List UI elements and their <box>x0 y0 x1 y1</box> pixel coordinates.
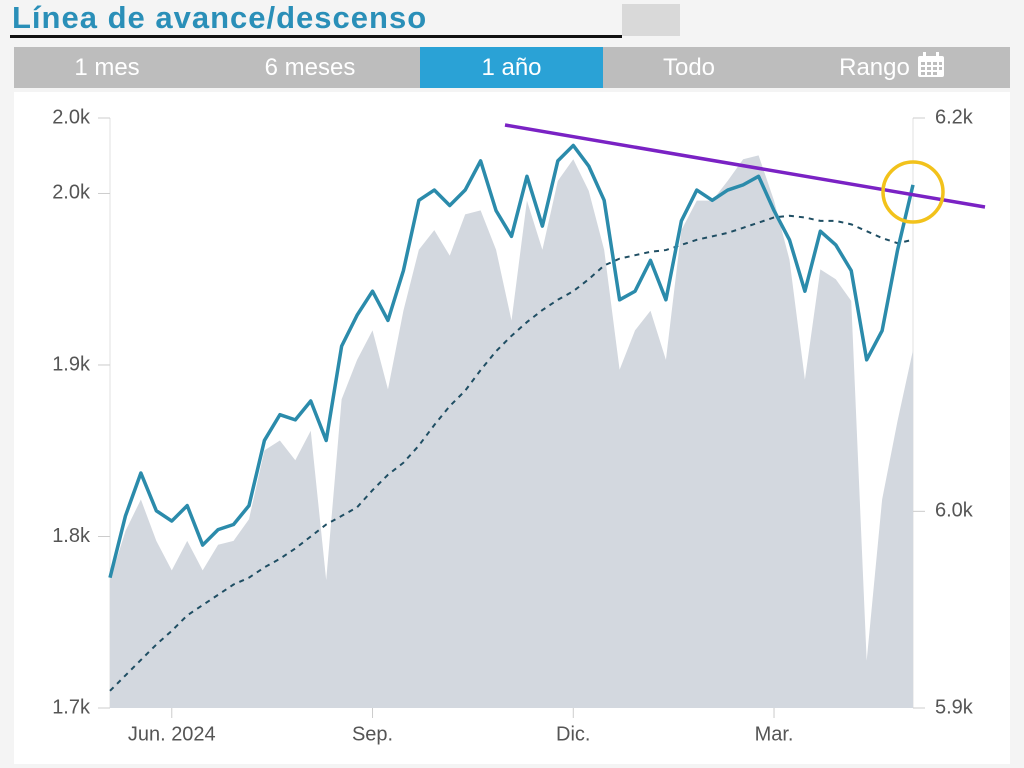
range-tab[interactable]: 1 mes <box>14 47 200 88</box>
x-tick-label: Sep. <box>352 723 393 745</box>
range-tabs: 1 mes 6 meses 1 año Todo Rango <box>14 47 1010 88</box>
range-tab[interactable]: Todo <box>603 47 775 88</box>
y-tick-label: 1.8k <box>52 525 91 547</box>
line-series <box>108 143 915 579</box>
tab-label: 6 meses <box>264 54 356 81</box>
x-tick-label: Mar. <box>755 723 794 745</box>
calendar-icon <box>917 52 944 77</box>
range-tab[interactable]: 1 año <box>420 47 603 88</box>
tab-label: 1 mes <box>74 54 140 81</box>
y-tick-label: 1.9k <box>52 353 91 375</box>
area-series <box>110 155 913 708</box>
range-tab[interactable]: Rango <box>775 47 1010 88</box>
x-tick-label: Jun. 2024 <box>128 723 216 745</box>
page-title: Línea de avance/descenso <box>12 0 428 35</box>
tab-label: Todo <box>662 54 716 81</box>
tab-label: 1 año <box>481 54 542 81</box>
plot: 1.7k 1.8k 1.9k 2.0k 2.0k 5.9k 6.0k 6.2k Jun. 202… <box>52 106 974 745</box>
chart: 1.7k 1.8k 1.9k 2.0k 2.0k 5.9k 6.0k 6.2k Jun. 202… <box>14 92 1010 764</box>
highlight-circle <box>881 160 945 224</box>
x-tick-label: Dic. <box>556 723 590 745</box>
y2-tick-label: 6.2k <box>935 106 974 128</box>
range-tab[interactable]: 6 meses <box>200 47 420 88</box>
y-tick-label: 2.0k <box>52 106 91 128</box>
y2-tick-label: 5.9k <box>935 696 974 718</box>
y-tick-label: 1.7k <box>52 696 91 718</box>
trend-line <box>504 123 986 209</box>
y-tick-label: 2.0k <box>52 182 91 204</box>
title-underline <box>10 35 622 38</box>
title-placeholder <box>622 4 680 36</box>
tab-label: Rango <box>839 54 910 81</box>
y2-tick-label: 6.0k <box>935 500 974 522</box>
